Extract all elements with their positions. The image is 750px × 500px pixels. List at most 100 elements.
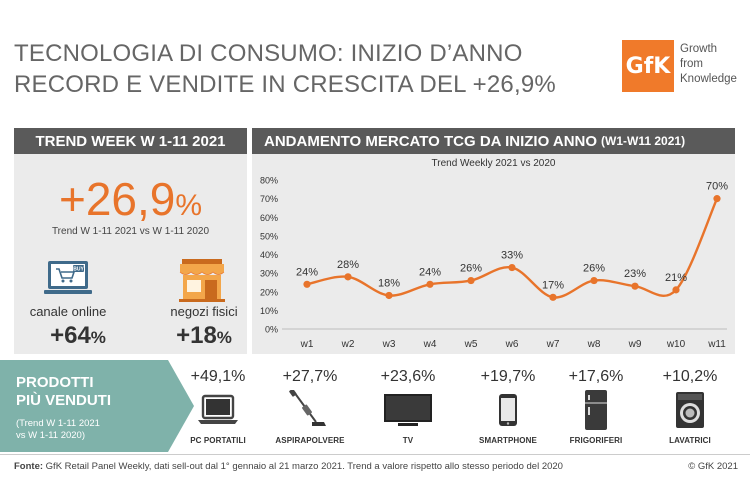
data-label: 70% [706, 181, 728, 193]
product-value: +49,1% [190, 368, 246, 385]
online-channel-unit: % [90, 328, 106, 347]
buy-tag: BUY [73, 267, 84, 273]
y-tick-label: 10% [260, 306, 278, 316]
top-products-note-1: (Trend W 1-11 2021 [16, 418, 100, 429]
product-label: SMARTPHONE [479, 436, 537, 445]
product-value: +17,6% [568, 368, 624, 385]
x-tick-label: w10 [666, 339, 686, 350]
product-laptop: +49,1% PC PORTATILI [172, 360, 264, 445]
data-point [672, 286, 680, 294]
x-tick-label: w8 [587, 339, 601, 350]
right-panel-header: ANDAMENTO MERCATO TCG DA INIZIO ANNO (W1… [252, 128, 735, 154]
y-tick-label: 30% [260, 269, 278, 279]
total-trend-value: +26,9% [14, 174, 247, 231]
right-panel-header-main: ANDAMENTO MERCATO TCG DA INIZIO ANNO [264, 132, 598, 150]
fridge-icon [585, 390, 607, 430]
online-channel-value: +64% [28, 322, 128, 350]
trend-series-line [306, 198, 719, 299]
data-point [467, 276, 475, 285]
trend-line-chart: 0% 10% 20% 30% 40% 50% 60% 70% 80% 24% w1 28% w2 18% w… [260, 176, 728, 351]
logo-tagline: Growth from Knowledge [680, 42, 737, 87]
source-text: GfK Retail Panel Weekly, dati sell-out d… [43, 461, 563, 472]
total-trend-note: Trend W 1-11 2021 vs W 1-11 2020 [51, 226, 210, 237]
copyright: © GfK 2021 [688, 461, 738, 472]
x-tick-label: w7 [546, 339, 560, 350]
x-tick-label: w5 [464, 339, 478, 350]
data-point [303, 280, 311, 288]
data-point [385, 291, 393, 300]
data-label: 28% [337, 259, 359, 271]
title-line-1: TECNOLOGIA DI CONSUMO: INIZIO D’ANNO [14, 40, 523, 67]
product-fridge: +17,6% FRIGORIFERI [550, 360, 642, 445]
left-panel-header: TREND WEEK W 1-11 2021 [14, 128, 247, 154]
x-tick-label: w2 [341, 339, 355, 350]
logo-tagline-2: from [680, 58, 703, 70]
data-label: 18% [378, 277, 400, 289]
tv-icon [384, 394, 432, 426]
page-title: TECNOLOGIA DI CONSUMO: INIZIO D’ANNO REC… [14, 38, 614, 100]
x-tick-label: w9 [628, 339, 642, 350]
top-products-title: PRODOTTI PIÙ VENDUTI [16, 374, 166, 410]
y-tick-label: 80% [260, 176, 278, 186]
x-tick-label: w1 [300, 339, 314, 350]
logo-mark: GfK [622, 40, 674, 92]
online-channel-number: +64 [50, 322, 91, 349]
x-tick-label: w6 [505, 339, 519, 350]
data-point [508, 263, 516, 272]
x-tick-label: w11 [707, 339, 726, 350]
product-value: +23,6% [380, 368, 436, 385]
data-point [713, 195, 721, 203]
data-point [590, 276, 598, 285]
vacuum-icon [289, 388, 326, 426]
product-smartphone: +19,7% SMARTPHONE [462, 360, 554, 445]
trend-panel: +26,9% Trend W 1-11 2021 vs W 1-11 2020 … [14, 154, 247, 354]
washing-machine-icon [676, 392, 704, 428]
gfk-logo: GfK Growth from Knowledge [622, 40, 737, 96]
data-point [344, 273, 352, 281]
store-channel-unit: % [216, 328, 232, 347]
y-tick-label: 70% [260, 194, 278, 204]
product-label: ASPIRAPOLVERE [275, 436, 345, 445]
store-icon [179, 259, 225, 302]
logo-tagline-3: Knowledge [680, 73, 737, 85]
top-products-arrow [168, 360, 194, 452]
product-washing-machine: +10,2% LAVATRICI [644, 360, 736, 445]
product-vacuum: +27,7% ASPIRAPOLVERE [264, 360, 356, 445]
data-label: 24% [296, 266, 318, 278]
data-label: 17% [542, 279, 564, 291]
product-label: TV [402, 436, 414, 445]
product-label: PC PORTATILI [190, 436, 246, 445]
footer-divider [0, 454, 750, 455]
online-shop-icon: BUY [44, 261, 92, 294]
source-note: Fonte: GfK Retail Panel Weekly, dati sel… [14, 461, 654, 472]
product-value: +27,7% [282, 368, 338, 385]
data-point [426, 280, 434, 288]
right-panel-header-sub: (W1-W11 2021) [601, 134, 686, 148]
y-tick-label: 40% [260, 250, 278, 260]
top-products-note-2: vs W 1-11 2020) [16, 430, 85, 441]
data-label: 24% [419, 266, 441, 278]
product-label: LAVATRICI [669, 436, 711, 445]
title-line-2: RECORD E VENDITE IN CRESCITA DEL +26,9% [14, 71, 556, 98]
store-channel-number: +18 [176, 322, 217, 349]
data-label: 21% [665, 272, 687, 284]
y-tick-label: 0% [265, 325, 278, 335]
y-tick-label: 50% [260, 231, 278, 241]
top-products-note: (Trend W 1-11 2021 vs W 1-11 2020) [16, 418, 166, 442]
data-label: 33% [501, 250, 523, 262]
logo-tagline-1: Growth [680, 43, 718, 55]
data-point [549, 293, 557, 301]
chart-panel: Trend Weekly 2021 vs 2020 0% 10% 20% 30% 40%… [252, 154, 735, 354]
product-tv: +23,6% TV [362, 360, 454, 445]
data-label: 23% [624, 268, 646, 280]
top-products-title-1: PRODOTTI [16, 374, 94, 391]
total-trend-number: +26,9 [58, 173, 176, 225]
x-tick-label: w3 [382, 339, 396, 350]
product-value: +19,7% [480, 368, 536, 385]
top-products-title-2: PIÙ VENDUTI [16, 392, 112, 409]
product-value: +10,2% [662, 368, 718, 385]
top-products-strip: PRODOTTI PIÙ VENDUTI (Trend W 1-11 2021 … [0, 360, 750, 452]
laptop-icon [198, 394, 238, 424]
y-tick-label: 60% [260, 213, 278, 223]
store-channel-label: negozi fisici [170, 304, 238, 319]
